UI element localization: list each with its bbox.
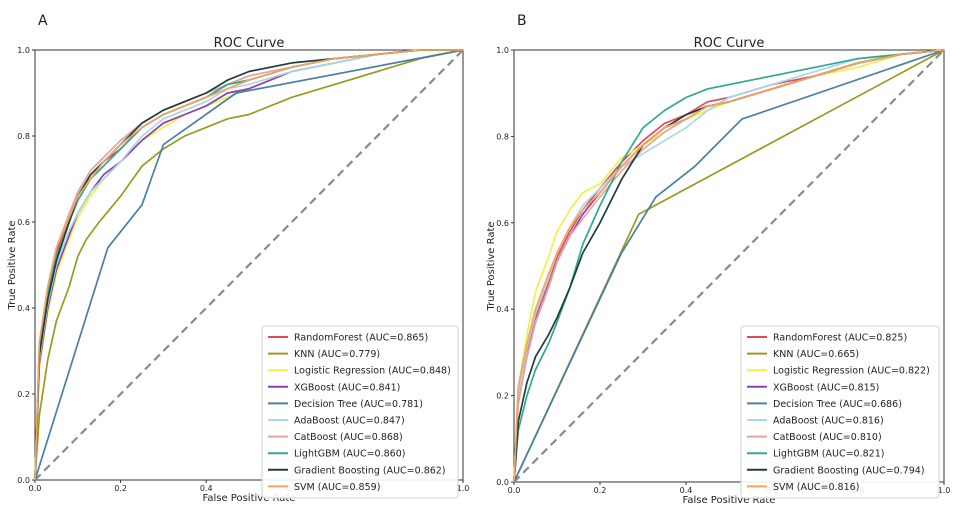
x-tick-label: 0.2 <box>114 484 127 493</box>
legend-entry: KNN (AUC=0.665) <box>773 349 859 360</box>
series-line <box>34 49 463 481</box>
legend-entry: Decision Tree (AUC=0.781) <box>294 399 423 410</box>
y-tick-label: 0.6 <box>17 218 30 227</box>
series-line <box>34 49 464 481</box>
panel-label: B <box>517 13 527 29</box>
panel-label: A <box>38 13 48 29</box>
legend-entry: CatBoost (AUC=0.868) <box>294 432 403 443</box>
legend-entry: SVM (AUC=0.816) <box>773 482 859 493</box>
y-tick-label: 1.0 <box>17 46 30 55</box>
legend-box <box>740 325 940 499</box>
series-line <box>34 49 463 481</box>
legend-entry: LightGBM (AUC=0.821) <box>773 449 884 460</box>
series-line <box>513 49 945 483</box>
x-axis-label: False Positive Rate <box>203 493 296 504</box>
x-tick-label: 0.0 <box>29 484 42 493</box>
x-tick-label: 0.4 <box>200 484 213 493</box>
legend-entry: Logistic Regression (AUC=0.822) <box>773 366 930 377</box>
y-tick-label: 0.0 <box>17 476 30 485</box>
legend-entry: KNN (AUC=0.779) <box>294 349 380 360</box>
y-tick-label: 0.0 <box>496 478 509 487</box>
y-tick-label: 0.8 <box>17 132 30 141</box>
y-tick-label: 0.8 <box>496 132 509 141</box>
chart-title: ROC Curve <box>214 36 285 51</box>
legend-entry: CatBoost (AUC=0.810) <box>773 432 882 443</box>
legend-entry: AdaBoost (AUC=0.847) <box>294 416 405 427</box>
y-tick-label: 0.2 <box>17 390 30 399</box>
legend: RandomForest (AUC=0.825) KNN (AUC=0.665) L… <box>740 325 940 499</box>
y-axis-label: True Positive Rate <box>7 220 18 310</box>
legend-entry: RandomForest (AUC=0.865) <box>294 333 428 344</box>
legend-entry: RandomForest (AUC=0.825) <box>773 333 907 344</box>
x-tick-label: 0.4 <box>680 486 693 495</box>
legend: RandomForest (AUC=0.865) KNN (AUC=0.779) L… <box>261 325 459 499</box>
legend-entry: LightGBM (AUC=0.860) <box>294 449 405 460</box>
legend-entry: SVM (AUC=0.859) <box>294 482 380 493</box>
chart-title: ROC Curve <box>694 36 765 51</box>
legend-entry: Gradient Boosting (AUC=0.862) <box>294 465 446 476</box>
legend-entry: Logistic Regression (AUC=0.848) <box>294 366 451 377</box>
y-tick-label: 0.4 <box>496 305 509 314</box>
legend-entry: XGBoost (AUC=0.841) <box>294 382 400 393</box>
legend-box <box>261 325 459 499</box>
y-tick-label: 1.0 <box>496 46 509 55</box>
y-tick-label: 0.6 <box>496 219 509 228</box>
legend-entry: AdaBoost (AUC=0.816) <box>773 416 884 427</box>
chance-line <box>513 49 945 483</box>
series-line <box>513 49 945 483</box>
y-axis-label: True Positive Rate <box>486 221 497 311</box>
y-tick-label: 0.2 <box>496 392 509 401</box>
legend-entry: Decision Tree (AUC=0.686) <box>773 399 902 410</box>
x-axis-label: False Positive Rate <box>683 495 776 506</box>
series-line <box>34 49 464 481</box>
chance-line <box>34 49 464 481</box>
x-tick-label: 1.0 <box>938 486 951 495</box>
legend-entry: XGBoost (AUC=0.815) <box>773 382 879 393</box>
x-tick-label: 0.0 <box>508 486 521 495</box>
x-tick-label: 0.2 <box>594 486 607 495</box>
y-tick-label: 0.4 <box>17 304 30 313</box>
x-tick-label: 1.0 <box>457 484 470 493</box>
legend-entry: Gradient Boosting (AUC=0.794) <box>773 465 925 476</box>
series-line <box>513 49 945 483</box>
